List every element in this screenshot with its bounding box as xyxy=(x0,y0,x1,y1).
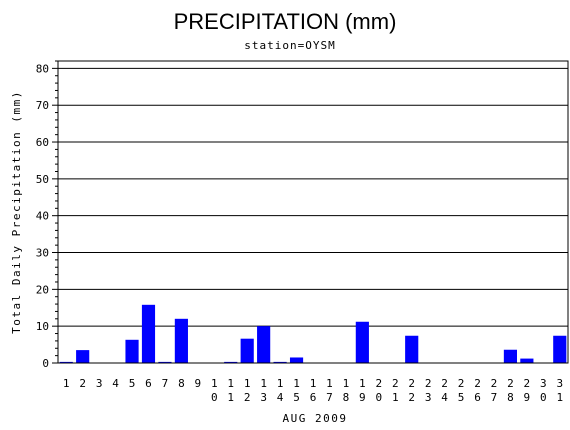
y-tick-label: 30 xyxy=(36,247,49,260)
y-tick-label: 60 xyxy=(36,136,49,149)
gridlines xyxy=(58,67,568,327)
y-tick-label: 50 xyxy=(36,173,49,186)
bar xyxy=(520,358,534,363)
chart-title: PRECIPITATION (mm) xyxy=(174,9,397,34)
y-tick-label: 10 xyxy=(36,320,49,333)
bar xyxy=(240,338,254,363)
x-tick-label: 6 xyxy=(145,377,152,390)
x-tick-label: 5 xyxy=(129,377,136,390)
bar xyxy=(405,335,419,363)
x-tick-label: 3 xyxy=(96,377,103,390)
bar xyxy=(174,318,188,363)
bar xyxy=(273,361,287,363)
x-axis-label: AUG 2009 xyxy=(283,412,348,425)
x-tick-label: 4 xyxy=(112,377,119,390)
y-tick-label: 70 xyxy=(36,99,49,112)
x-tick-label: 9 xyxy=(195,377,202,390)
bar xyxy=(289,357,304,363)
x-tick-label: 7 xyxy=(162,377,169,390)
x-tick-label: 8 xyxy=(178,377,185,390)
y-tick-label: 20 xyxy=(36,283,49,296)
y-tick-label: 0 xyxy=(42,357,49,370)
bar xyxy=(553,335,567,363)
bar xyxy=(125,339,139,363)
y-axis-label: Total Daily Precipitation (mm) xyxy=(10,90,23,334)
bar xyxy=(59,361,73,363)
bar xyxy=(257,326,271,363)
bars xyxy=(59,304,567,363)
chart-subtitle: station=OYSM xyxy=(244,39,335,52)
x-tick-label: 2 xyxy=(79,377,86,390)
plot-frame xyxy=(57,60,569,364)
bar xyxy=(355,321,369,363)
x-axis: 1 2 3 4 5 6 7 8 9 1 01 11 21 31 41 51 61 71 81 92 02 12 22 32 42… xyxy=(63,377,563,404)
bar xyxy=(158,361,172,363)
y-tick-label: 80 xyxy=(36,62,49,75)
x-tick-label: 1 xyxy=(63,377,70,390)
bar xyxy=(503,349,517,363)
y-axis: 0 10 20 30 40 50 60 70 80 xyxy=(36,60,58,370)
bar xyxy=(76,350,90,363)
bar xyxy=(224,361,238,363)
bar xyxy=(141,304,156,363)
y-tick-label: 40 xyxy=(36,210,49,223)
